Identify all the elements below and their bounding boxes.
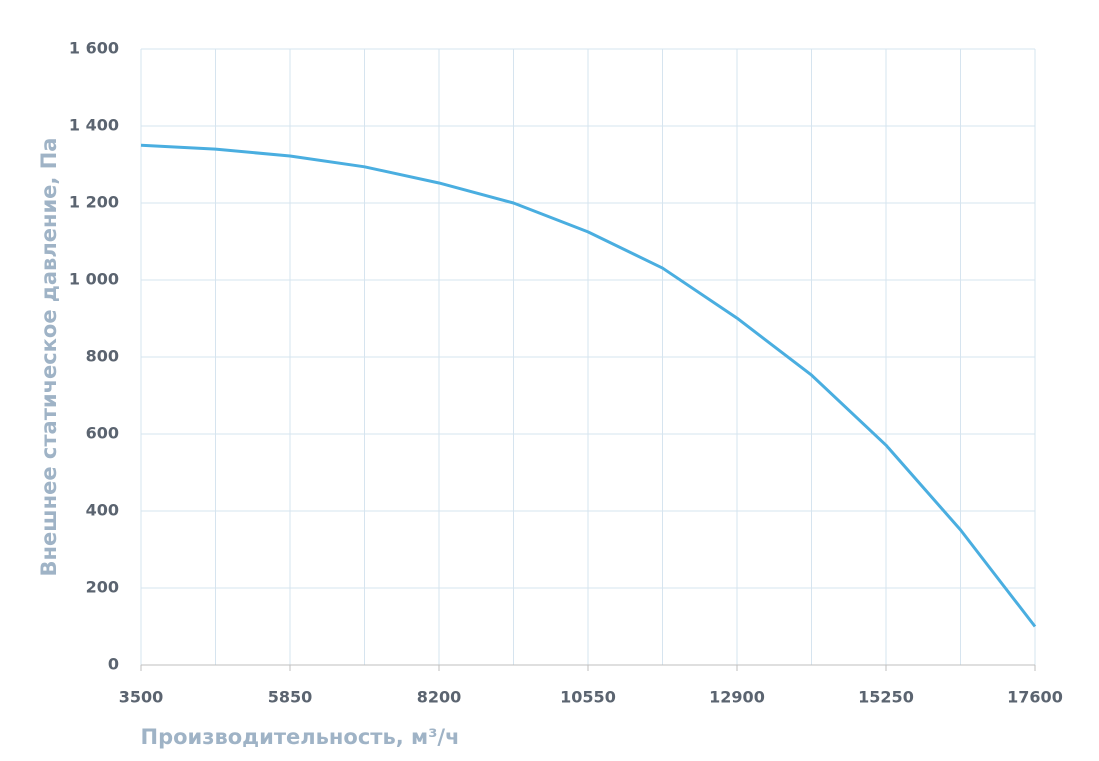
x-tick-label: 8200 <box>417 688 462 707</box>
x-tick-label: 12900 <box>709 688 765 707</box>
x-tick-label: 15250 <box>858 688 914 707</box>
y-tick-label: 600 <box>86 424 119 443</box>
x-tick-label: 5850 <box>268 688 313 707</box>
y-tick-label: 1 600 <box>69 39 119 58</box>
line-series <box>140 143 1037 628</box>
x-tick-label: 17600 <box>1007 688 1063 707</box>
y-tick-label: 0 <box>108 655 119 674</box>
y-tick-label: 1 400 <box>69 116 119 135</box>
y-tick-label: 200 <box>86 578 119 597</box>
y-tick-label: 800 <box>86 347 119 366</box>
x-tick-label: 3500 <box>119 688 164 707</box>
x-tick-label: 10550 <box>560 688 616 707</box>
y-axis-title: Внешнее статическое давление, Па <box>37 138 61 577</box>
y-tick-label: 400 <box>86 501 119 520</box>
x-axis-title: Производительность, м³/ч <box>141 725 460 749</box>
y-tick-label: 1 000 <box>69 270 119 289</box>
y-tick-label: 1 200 <box>69 193 119 212</box>
